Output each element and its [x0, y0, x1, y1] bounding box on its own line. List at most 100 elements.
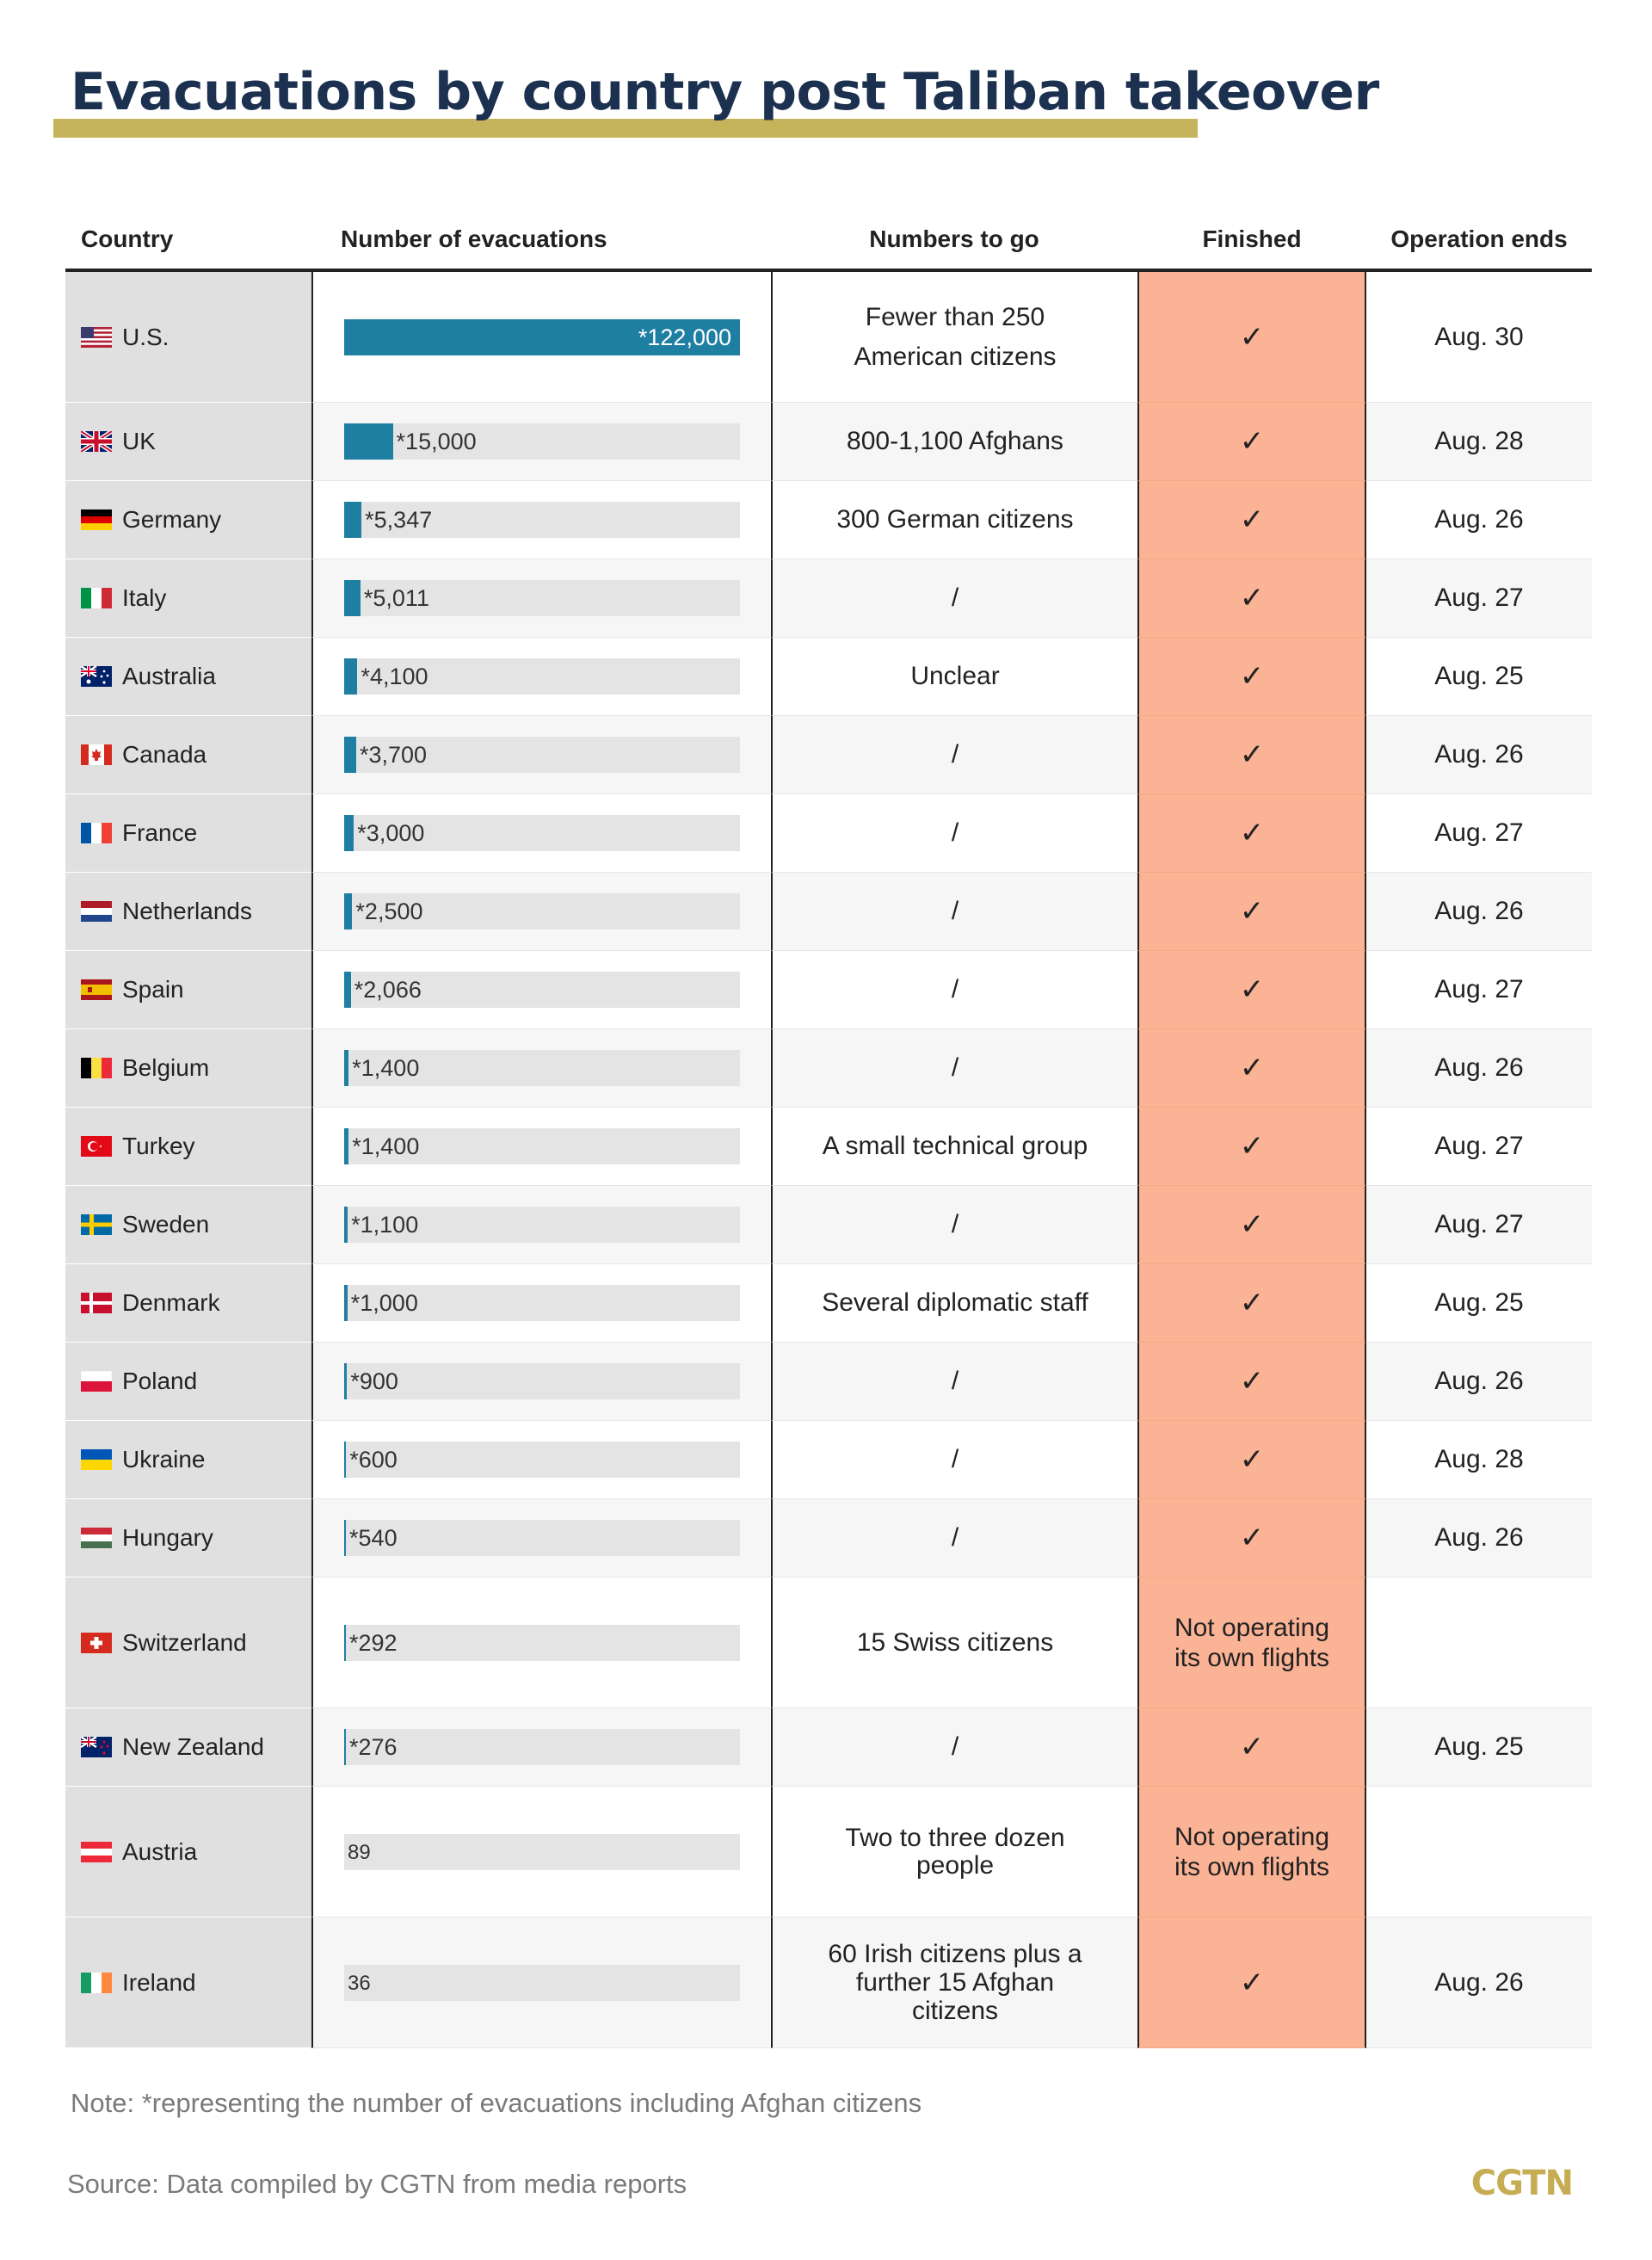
- finished-cell: ✓: [1137, 1108, 1366, 1186]
- numbers-to-go-cell: 15 Swiss citizens: [771, 1578, 1137, 1708]
- numbers-to-go-text: /: [951, 1523, 959, 1552]
- check-icon: ✓: [1239, 320, 1265, 354]
- operation-ends-cell: Aug. 27: [1366, 1108, 1592, 1186]
- evacuations-cell: *4,100: [311, 638, 771, 716]
- bar-track: *3,700: [344, 737, 740, 773]
- numbers-to-go-text: Several diplomatic staff: [822, 1288, 1088, 1317]
- poland-flag-icon: [81, 1371, 112, 1392]
- country-cell: U.S.: [65, 272, 311, 403]
- check-icon: ✓: [1239, 1287, 1265, 1319]
- evacuation-bar: [344, 423, 393, 460]
- check-icon: ✓: [1239, 895, 1265, 928]
- title-block: Evacuations by country post Taliban take…: [53, 62, 1379, 139]
- operation-ends-cell: Aug. 27: [1366, 794, 1592, 873]
- bar-track: *900: [344, 1363, 740, 1399]
- bar-track: *1,400: [344, 1050, 740, 1086]
- country-cell: Netherlands: [65, 873, 311, 951]
- hungary-flag-icon: [81, 1528, 112, 1548]
- bar-track: *4,100: [344, 658, 740, 695]
- bar-value-label: *292: [349, 1629, 398, 1656]
- finished-cell: Not operating its own flights: [1137, 1787, 1366, 1917]
- country-name: Ireland: [122, 1968, 196, 1996]
- numbers-to-go-text: /: [951, 584, 959, 612]
- bar-value-label: 36: [348, 1971, 371, 1995]
- bar-track: *2,500: [344, 893, 740, 929]
- new-zealand-flag-icon: [81, 1737, 112, 1757]
- us-flag-icon: [81, 326, 112, 348]
- country-cell: France: [65, 794, 311, 873]
- country-name: Switzerland: [122, 1628, 247, 1656]
- netherlands-flag-icon: [81, 901, 112, 922]
- bar-value-label: *2,500: [355, 898, 423, 924]
- bar-track: *5,011: [344, 580, 740, 616]
- uk-flag-icon: [81, 431, 112, 452]
- bar-value-label: 89: [348, 1840, 371, 1864]
- check-icon: ✓: [1239, 1731, 1265, 1763]
- belgium-flag-icon: [81, 1058, 112, 1078]
- operation-ends-cell: Aug. 26: [1366, 1499, 1592, 1578]
- numbers-to-go-cell: Two to three dozen people: [771, 1787, 1137, 1917]
- numbers-to-go-cell: Fewer than 250 American citizens: [771, 272, 1137, 403]
- country-name: Ukraine: [122, 1446, 206, 1473]
- bar-value-label: *1,400: [352, 1055, 420, 1081]
- table-row-ireland: Ireland 36 60 Irish citizens plus a furthe…: [65, 1917, 1592, 2048]
- evacuation-bar: [344, 815, 354, 851]
- bar-track: *15,000: [344, 423, 740, 460]
- canada-flag-icon: [81, 744, 112, 765]
- finished-cell: ✓: [1137, 559, 1366, 638]
- numbers-to-go-cell: 60 Irish citizens plus a further 15 Afgh…: [771, 1917, 1137, 2048]
- country-cell: Spain: [65, 951, 311, 1029]
- finished-text: Not operating its own flights: [1174, 1822, 1330, 1881]
- country-name: U.S.: [122, 323, 170, 350]
- operation-ends-text: Aug. 26: [1434, 1053, 1524, 1082]
- operation-ends-text: Aug. 26: [1434, 1523, 1524, 1552]
- operation-ends-text: Aug. 27: [1434, 818, 1524, 847]
- header-country: Country: [81, 225, 174, 252]
- country-cell: Italy: [65, 559, 311, 638]
- table-row-u-s: U.S. *122,000 Fewer than 250 American citi…: [65, 272, 1592, 403]
- evacuation-bar: [344, 972, 351, 1008]
- operation-ends-text: Aug. 25: [1434, 1732, 1524, 1761]
- finished-cell: Not operating its own flights: [1137, 1578, 1366, 1708]
- bar-value-label: *3,700: [359, 742, 428, 768]
- evacuation-bar: [344, 737, 356, 773]
- country-name: Italy: [122, 584, 167, 611]
- bar-value-label: *15,000: [396, 429, 477, 454]
- country-cell: Sweden: [65, 1186, 311, 1264]
- country-name: Sweden: [122, 1211, 210, 1238]
- ukraine-flag-icon: [81, 1449, 112, 1470]
- table-row-new-zealand: New Zealand *276 / ✓ Aug. 25: [65, 1708, 1592, 1787]
- operation-ends-cell: Aug. 26: [1366, 1029, 1592, 1108]
- table-row-hungary: Hungary *540 / ✓ Aug. 26: [65, 1499, 1592, 1578]
- operation-ends-cell: Aug. 30: [1366, 272, 1592, 403]
- numbers-to-go-cell: A small technical group: [771, 1108, 1137, 1186]
- check-icon: ✓: [1239, 1966, 1265, 1999]
- country-cell: Australia: [65, 638, 311, 716]
- check-icon: ✓: [1239, 817, 1265, 849]
- operation-ends-cell: Aug. 26: [1366, 873, 1592, 951]
- numbers-to-go-text: /: [951, 740, 959, 769]
- country-cell: Canada: [65, 716, 311, 794]
- check-icon: ✓: [1239, 1443, 1265, 1476]
- operation-ends-text: Aug. 27: [1434, 584, 1524, 612]
- evacuation-bar: [344, 658, 358, 695]
- check-icon: ✓: [1239, 738, 1265, 771]
- table-row-canada: Canada *3,700 / ✓ Aug. 26: [65, 716, 1592, 794]
- bar-track: 36: [344, 1964, 740, 2001]
- finished-text: Not operating its own flights: [1174, 1613, 1330, 1672]
- finished-cell: ✓: [1137, 1343, 1366, 1421]
- evacuation-bar: [344, 1729, 346, 1765]
- table-row-sweden: Sweden *1,100 / ✓ Aug. 27: [65, 1186, 1592, 1264]
- header-operation-ends: Operation ends: [1390, 225, 1568, 252]
- table-row-switzerland: Switzerland *292 15 Swiss citizens Not oper…: [65, 1578, 1592, 1708]
- check-icon: ✓: [1239, 503, 1265, 536]
- table-body: U.S. *122,000 Fewer than 250 American citi…: [65, 272, 1592, 2048]
- numbers-to-go-cell: /: [771, 1186, 1137, 1264]
- bar-track: *3,000: [344, 815, 740, 851]
- numbers-to-go-text: /: [951, 975, 959, 1003]
- finished-cell: ✓: [1137, 1499, 1366, 1578]
- country-cell: Turkey: [65, 1108, 311, 1186]
- evacuation-bar: [344, 1285, 348, 1321]
- numbers-to-go-cell: /: [771, 1421, 1137, 1499]
- table-row-turkey: Turkey *1,400 A small technical group ✓ Aug.…: [65, 1108, 1592, 1186]
